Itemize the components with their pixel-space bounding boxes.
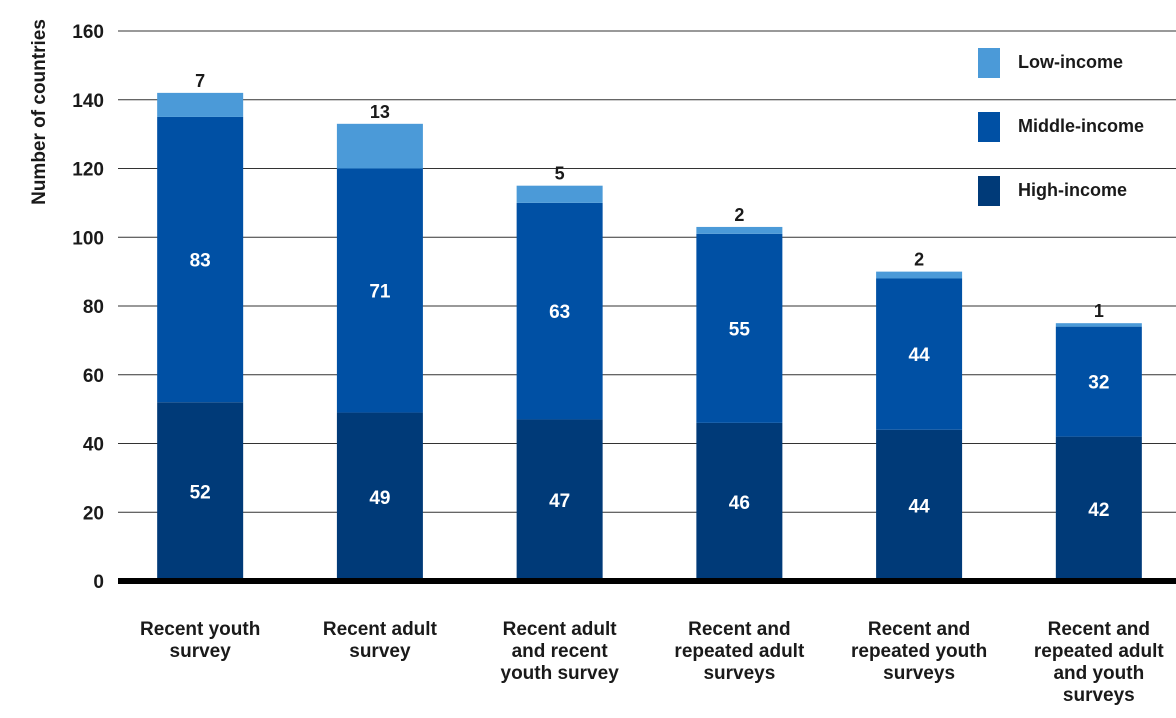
legend-item: Middle-income bbox=[978, 112, 1144, 142]
y-tick-label: 40 bbox=[83, 435, 104, 456]
x-tick-label-line: Recent and bbox=[688, 619, 790, 640]
y-tick-label: 0 bbox=[93, 572, 104, 593]
x-tick-label-line: Recent adult bbox=[503, 619, 618, 640]
bar-value-label: 52 bbox=[190, 483, 211, 504]
legend-item: High-income bbox=[978, 176, 1127, 206]
bar-value-label: 49 bbox=[369, 488, 390, 509]
bar-segment bbox=[1055, 326, 1142, 437]
x-tick-label-line: repeated youth bbox=[851, 641, 987, 662]
bar-value-label: 42 bbox=[1088, 500, 1109, 521]
bar-value-label: 32 bbox=[1088, 373, 1109, 394]
x-tick-label-line: Recent youth bbox=[140, 619, 260, 640]
x-tick-label-line: Recent and bbox=[1048, 619, 1150, 640]
bar-value-label: 7 bbox=[195, 71, 205, 91]
y-tick-label: 140 bbox=[72, 91, 104, 112]
x-tick-label-line: surveys bbox=[703, 663, 775, 684]
x-tick-label-line: and recent bbox=[512, 641, 609, 662]
bar-segment bbox=[1055, 436, 1142, 581]
bar-segment bbox=[157, 92, 244, 117]
legend-label: Low-income bbox=[1018, 52, 1123, 72]
x-tick-label: Recent and repeated adult surveys bbox=[674, 619, 805, 684]
x-tick-label-line: survey bbox=[170, 641, 232, 662]
bar-segment bbox=[696, 422, 783, 581]
legend-swatch bbox=[978, 112, 1000, 142]
x-tick-label-line: youth survey bbox=[501, 663, 620, 684]
bar-segment bbox=[1055, 323, 1142, 327]
bar-segment bbox=[157, 402, 244, 581]
bar-segment bbox=[696, 233, 783, 423]
x-tick-label-line: surveys bbox=[1063, 685, 1135, 706]
y-tick-label: 80 bbox=[83, 297, 104, 318]
legend-item: Low-income bbox=[978, 48, 1123, 78]
legend-label: High-income bbox=[1018, 180, 1127, 200]
x-tick-label: Recent youth survey bbox=[140, 619, 260, 662]
bar-segment bbox=[876, 271, 963, 279]
bar-value-label: 13 bbox=[370, 102, 390, 122]
x-tick-label: Recent and repeated youth surveys bbox=[851, 619, 987, 684]
bar-segment bbox=[516, 185, 603, 203]
bar-segment bbox=[157, 116, 244, 403]
legend-label: Middle-income bbox=[1018, 116, 1144, 136]
x-tick-label-line: repeated adult bbox=[674, 641, 805, 662]
bar-value-label: 55 bbox=[729, 319, 751, 340]
y-axis-ticks: 0 20 40 60 80 100 120 140 160 bbox=[72, 22, 104, 593]
bar-segment bbox=[336, 412, 423, 581]
bar-value-label: 47 bbox=[549, 491, 570, 512]
legend-swatch bbox=[978, 176, 1000, 206]
bar-segment bbox=[516, 419, 603, 581]
bar-segment bbox=[516, 202, 603, 420]
bar-value-label: 5 bbox=[555, 164, 565, 184]
x-tick-label-line: survey bbox=[349, 641, 411, 662]
bar-value-label: 1 bbox=[1094, 301, 1104, 321]
x-tick-label-line: and youth bbox=[1053, 663, 1144, 684]
bar-segment bbox=[336, 168, 423, 413]
bar-value-label: 44 bbox=[909, 496, 931, 517]
bar-segment bbox=[336, 123, 423, 169]
gridlines bbox=[118, 30, 1176, 513]
bar-value-label: 63 bbox=[549, 302, 570, 323]
bar-stack: 47 63 5 bbox=[516, 164, 603, 581]
x-tick-label-line: repeated adult bbox=[1034, 641, 1165, 662]
x-tick-label: Recent adult survey bbox=[323, 619, 438, 662]
bar-value-label: 2 bbox=[734, 205, 744, 225]
legend: Low-income Middle-income High-income bbox=[978, 48, 1144, 206]
bars: 52 83 7 49 71 13 47 63 5 46 55 2 44 44 2 42 32 1 bbox=[157, 71, 1142, 581]
bar-stack: 44 44 2 bbox=[876, 250, 963, 581]
y-tick-label: 160 bbox=[72, 22, 104, 43]
x-tick-label: Recent and repeated adult and youth surveys bbox=[1034, 619, 1165, 706]
bar-segment bbox=[876, 429, 963, 581]
bar-segment bbox=[696, 226, 783, 234]
bar-stack: 49 71 13 bbox=[336, 102, 423, 581]
y-axis-label: Number of countries bbox=[29, 19, 50, 205]
x-tick-label: Recent adult and recent youth survey bbox=[501, 619, 620, 684]
bar-stack: 52 83 7 bbox=[157, 71, 244, 581]
bar-value-label: 71 bbox=[369, 282, 391, 303]
bar-segment bbox=[876, 278, 963, 430]
y-tick-label: 60 bbox=[83, 366, 104, 387]
x-tick-label-line: surveys bbox=[883, 663, 955, 684]
legend-swatch bbox=[978, 48, 1000, 78]
y-tick-label: 20 bbox=[83, 503, 104, 524]
bar-stack: 42 32 1 bbox=[1055, 301, 1142, 581]
bar-stack: 46 55 2 bbox=[696, 205, 783, 581]
x-tick-label-line: Recent and bbox=[868, 619, 970, 640]
bar-value-label: 46 bbox=[729, 493, 750, 514]
y-tick-label: 100 bbox=[72, 228, 104, 249]
x-tick-label-line: Recent adult bbox=[323, 619, 438, 640]
bar-value-label: 83 bbox=[190, 251, 211, 272]
y-tick-label: 120 bbox=[72, 160, 104, 181]
bar-value-label: 2 bbox=[914, 250, 924, 270]
bar-value-label: 44 bbox=[909, 345, 931, 366]
